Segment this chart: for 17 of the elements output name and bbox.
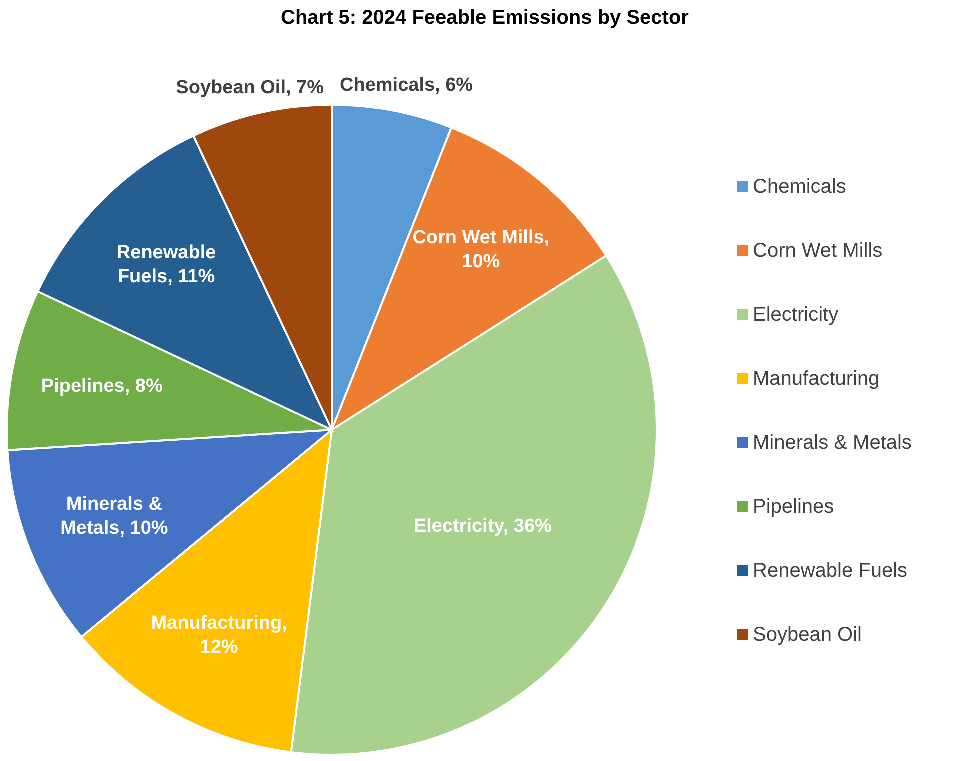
data-label: Corn Wet Mills, 10% [412,227,550,272]
legend-label: Pipelines [753,496,834,518]
data-label: Pipelines, 8% [41,376,163,397]
chart-title: Chart 5: 2024 Feeable Emissions by Sector [281,7,690,29]
legend-label: Renewable Fuels [753,560,908,582]
legend-label: Chemicals [753,176,846,198]
data-label: Electricity, 36% [414,515,552,536]
data-label: Soybean Oil, 7% [176,76,324,98]
legend-label: Corn Wet Mills [753,240,883,262]
data-label: Renewable Fuels, 11% [116,242,216,288]
data-label: Manufacturing, 12% [151,612,288,658]
data-label: Chemicals, 6% [340,74,474,96]
legend-label: Minerals & Metals [753,432,912,454]
legend-label: Manufacturing [753,368,880,390]
legend-label: Electricity [753,304,839,326]
legend-label: Soybean Oil [753,624,862,646]
data-label: Minerals & Metals, 10% [60,494,168,539]
